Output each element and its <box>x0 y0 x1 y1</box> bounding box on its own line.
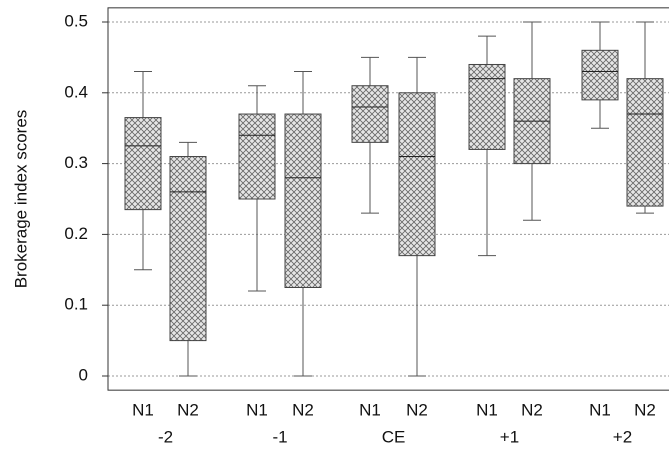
x-tick-label: N2 <box>292 400 314 419</box>
box <box>169 156 207 342</box>
y-tick-label: 0.3 <box>64 153 88 172</box>
x-tick-label: N2 <box>177 400 199 419</box>
plot-frame <box>107 7 669 391</box>
box <box>351 85 389 143</box>
x-tick-label: N2 <box>521 400 543 419</box>
x-tick-label: N1 <box>476 400 498 419</box>
box <box>581 49 619 101</box>
y-tick-label: 0.1 <box>64 295 88 314</box>
x-tick-label: N1 <box>359 400 381 419</box>
group-label: -1 <box>272 427 287 446</box>
box <box>284 113 322 289</box>
x-tick-label: N2 <box>406 400 428 419</box>
group-label: +1 <box>500 427 519 446</box>
group-label: CE <box>382 427 406 446</box>
box <box>398 92 436 257</box>
y-tick-label: 0.5 <box>64 11 88 30</box>
group-label: +2 <box>613 427 632 446</box>
box <box>238 113 276 200</box>
y-axis-title: Brokerage index scores <box>11 110 30 289</box>
box <box>124 117 162 211</box>
x-tick-label: N1 <box>589 400 611 419</box>
y-tick-label: 0 <box>79 365 88 384</box>
y-tick-label: 0.4 <box>64 82 88 101</box>
box <box>468 63 506 150</box>
x-tick-label: N1 <box>246 400 268 419</box>
box <box>626 78 664 207</box>
x-tick-label: N1 <box>132 400 154 419</box>
x-tick-label: N2 <box>634 400 656 419</box>
y-tick-label: 0.2 <box>64 224 88 243</box>
group-label: -2 <box>158 427 173 446</box>
